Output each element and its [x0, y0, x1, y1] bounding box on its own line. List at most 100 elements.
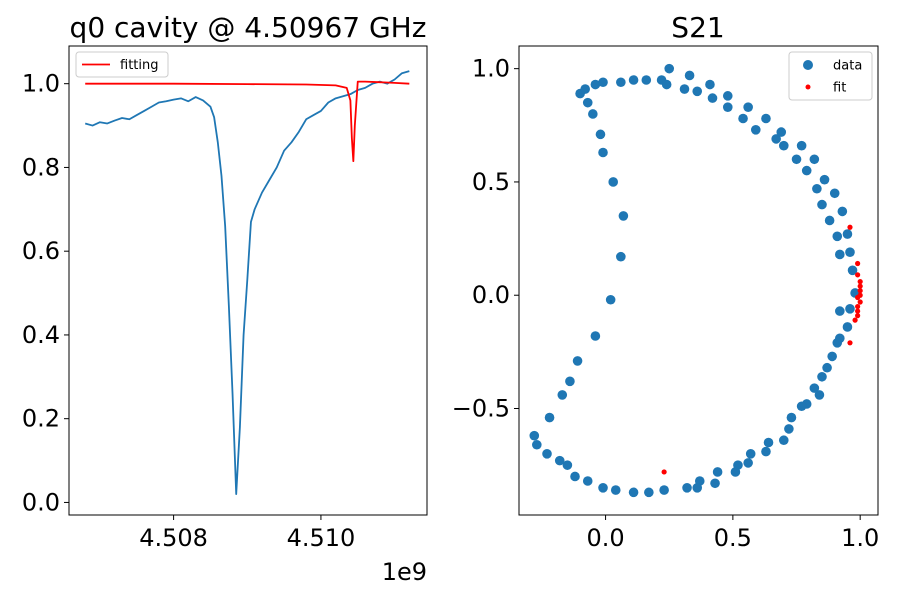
scatter-point-fit [855, 308, 861, 314]
scatter-point-data [529, 430, 540, 441]
left-y-axis: 0.0 0.2 0.4 0.6 0.8 1.0 [22, 70, 69, 516]
left-x-offset-label: 1e9 [382, 558, 427, 586]
scatter-point-data [817, 371, 827, 382]
line-series-measurement [84, 70, 410, 495]
scatter-point-fit [855, 303, 861, 310]
scatter-point-data [582, 97, 593, 108]
right-chart-title: S21 [671, 11, 724, 44]
scatter-point-data [743, 458, 753, 468]
scatter-point-fit [857, 288, 863, 294]
scatter-point-data [712, 467, 723, 477]
y-tick-label: −0.5 [452, 395, 510, 423]
scatter-point-data [847, 265, 858, 276]
scatter-point-data [817, 199, 827, 210]
scatter-point-data [664, 63, 675, 74]
scatter-point-data [544, 412, 555, 423]
scatter-point-data [644, 487, 654, 498]
scatter-point-data [761, 113, 771, 124]
scatter-point-data [580, 84, 590, 94]
y-tick-label: 0.0 [22, 488, 60, 516]
scatter-point-data [692, 86, 703, 97]
scatter-point-data [809, 154, 820, 165]
scatter-point-data [570, 471, 580, 482]
scatter-point-data [842, 322, 853, 332]
left-legend-label-fitting: fitting [120, 58, 159, 73]
scatter-point-data [745, 449, 756, 459]
scatter-point-data [682, 483, 692, 493]
scatter-point-data [598, 77, 608, 88]
scatter-point-data [590, 331, 601, 341]
left-legend-box [75, 51, 169, 78]
x-tick-label: 0.0 [586, 524, 624, 552]
scatter-point-data [801, 165, 812, 176]
scatter-point-data [679, 84, 690, 94]
scatter-point-data [832, 338, 843, 348]
scatter-point-data [738, 113, 748, 124]
scatter-point-fit [857, 299, 863, 305]
scatter-point-fit [852, 317, 858, 323]
right-legend-swatch-fit [805, 84, 811, 90]
scatter-point-fit [855, 260, 861, 267]
scatter-point-data [730, 467, 741, 477]
scatter-point-data [588, 109, 598, 119]
scatter-point-data [778, 140, 789, 151]
left-legend: fitting [75, 51, 169, 78]
scatter-point-data [845, 304, 855, 314]
x-tick-label: 4.510 [287, 524, 356, 552]
scatter-point-data [707, 93, 718, 103]
y-tick-label: 0.4 [22, 321, 60, 349]
scatter-point-data [532, 439, 542, 450]
scatter-point-data [598, 483, 608, 493]
x-tick-label: 4.508 [139, 524, 208, 552]
scatter-point-data [778, 435, 789, 446]
left-chart-title: q0 cavity @ 4.50967 GHz [70, 11, 427, 44]
left-plot-frame [68, 45, 428, 516]
scatter-point-data [743, 102, 753, 112]
scatter-point-data [595, 129, 606, 140]
right-chart-panel: S21 −0.5 0.0 0.5 1.0 0.0 0.5 1.0 data fit [452, 11, 880, 552]
scatter-point-data [814, 390, 825, 400]
left-x-axis: 4.508 4.510 [139, 515, 355, 552]
x-tick-label: 0.5 [714, 524, 752, 552]
scatter-point-data [616, 77, 626, 88]
scatter-point-data [705, 79, 715, 90]
scatter-point-data [542, 449, 552, 459]
scatter-point-data [822, 362, 832, 373]
scatter-point-data [610, 485, 621, 495]
scatter-point-data [796, 401, 807, 412]
scatter-point-data [562, 460, 573, 470]
right-y-axis: −0.5 0.0 0.5 1.0 [452, 55, 519, 423]
scatter-point-data [763, 437, 774, 448]
right-plot-frame [518, 45, 879, 516]
scatter-point-data [722, 102, 733, 112]
right-legend-label-fit: fit [833, 81, 846, 96]
scatter-point-data [565, 376, 575, 387]
scatter-point-data [827, 351, 837, 362]
scatter-point-fit [661, 469, 667, 475]
scatter-point-data [590, 79, 601, 90]
scatter-point-data [598, 147, 608, 158]
scatter-point-data [628, 487, 639, 498]
y-tick-label: 0.5 [472, 168, 510, 196]
scatter-point-data [776, 127, 787, 137]
scatter-point-data [572, 356, 583, 366]
y-tick-label: 0.6 [22, 237, 60, 265]
scatter-point-data [842, 229, 853, 239]
y-tick-label: 0.2 [22, 405, 60, 433]
scatter-point-fit [857, 279, 863, 285]
scatter-point-data [659, 485, 669, 495]
scatter-point-data [819, 174, 830, 185]
scatter-point-data [791, 154, 802, 165]
right-legend-label-data: data [833, 59, 862, 74]
scatter-point-data [628, 75, 639, 85]
scatter-point-data [784, 424, 794, 434]
scatter-point-data [824, 215, 835, 226]
scatter-point-data [812, 183, 822, 194]
scatter-point-fit [855, 272, 861, 278]
scatter-point-data [684, 70, 695, 81]
scatter-point-data [608, 177, 619, 187]
scatter-point-fit [847, 224, 853, 230]
scatter-point-data [554, 455, 565, 466]
scatter-point-data [692, 483, 703, 493]
